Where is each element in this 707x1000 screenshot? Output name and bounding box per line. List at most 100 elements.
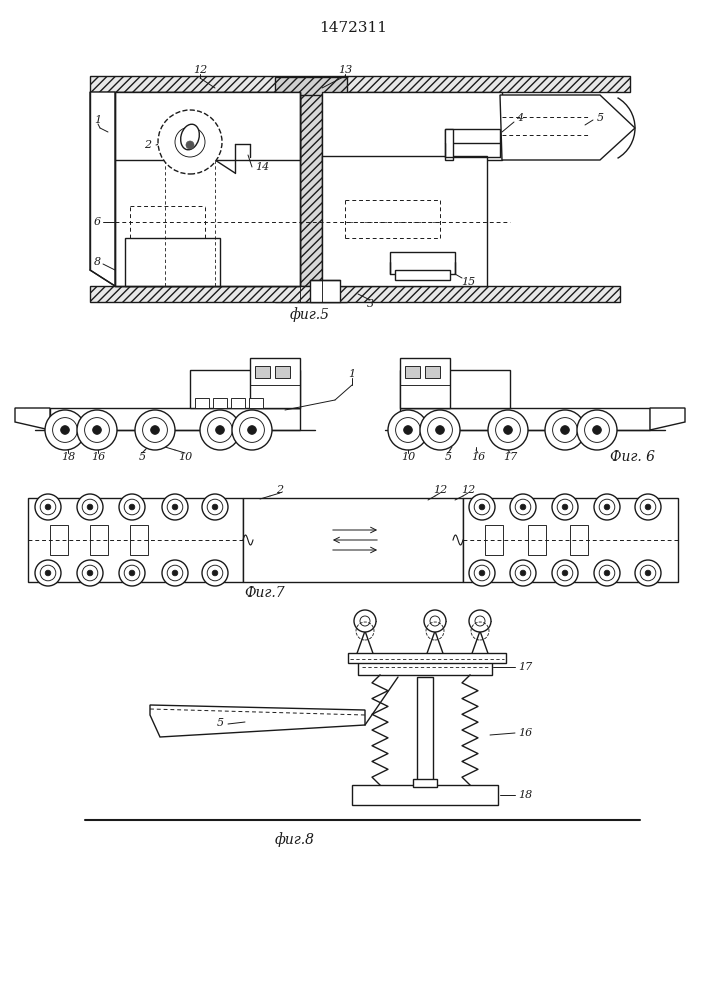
Circle shape xyxy=(436,426,445,434)
Circle shape xyxy=(208,418,233,442)
Bar xyxy=(275,286,347,302)
Bar xyxy=(275,366,290,378)
Text: 2: 2 xyxy=(144,140,151,150)
Circle shape xyxy=(469,610,491,632)
Bar xyxy=(213,398,227,408)
Circle shape xyxy=(479,504,485,510)
Text: 12: 12 xyxy=(193,65,207,75)
Circle shape xyxy=(496,418,520,442)
Circle shape xyxy=(641,565,656,581)
Circle shape xyxy=(172,570,178,576)
Circle shape xyxy=(202,494,228,520)
Circle shape xyxy=(162,494,188,520)
Circle shape xyxy=(354,610,376,632)
Circle shape xyxy=(85,418,110,442)
Circle shape xyxy=(424,610,446,632)
Circle shape xyxy=(645,504,651,510)
Circle shape xyxy=(645,570,651,576)
Bar xyxy=(249,398,263,408)
Text: 3: 3 xyxy=(366,299,373,309)
Text: 5: 5 xyxy=(597,113,604,123)
Polygon shape xyxy=(150,705,365,737)
Text: 10: 10 xyxy=(178,452,192,462)
Circle shape xyxy=(247,426,257,434)
Text: Фиг. 6: Фиг. 6 xyxy=(609,450,655,464)
Circle shape xyxy=(135,410,175,450)
Circle shape xyxy=(216,426,224,434)
Circle shape xyxy=(594,494,620,520)
Circle shape xyxy=(388,410,428,450)
Bar xyxy=(463,498,678,582)
Circle shape xyxy=(186,141,194,149)
Circle shape xyxy=(604,570,610,576)
Circle shape xyxy=(594,560,620,586)
Circle shape xyxy=(479,570,485,576)
Circle shape xyxy=(585,418,609,442)
Circle shape xyxy=(82,499,98,515)
Circle shape xyxy=(474,499,490,515)
Bar xyxy=(417,677,433,785)
Bar xyxy=(348,653,506,663)
Circle shape xyxy=(200,410,240,450)
Circle shape xyxy=(40,499,56,515)
Text: 8: 8 xyxy=(93,257,100,267)
Text: 17: 17 xyxy=(518,662,532,672)
Circle shape xyxy=(592,426,602,434)
Circle shape xyxy=(404,426,412,434)
Circle shape xyxy=(45,410,85,450)
Bar xyxy=(400,358,450,408)
Circle shape xyxy=(428,418,452,442)
Polygon shape xyxy=(500,95,635,160)
Bar xyxy=(130,525,148,555)
Text: 17: 17 xyxy=(503,452,517,462)
Bar xyxy=(405,366,420,378)
Circle shape xyxy=(553,418,578,442)
Bar xyxy=(50,408,300,430)
Bar xyxy=(115,92,300,286)
Text: 1: 1 xyxy=(349,369,356,379)
Polygon shape xyxy=(425,631,445,659)
Circle shape xyxy=(552,494,578,520)
Circle shape xyxy=(430,616,440,626)
Circle shape xyxy=(515,499,531,515)
Bar xyxy=(250,358,300,408)
Text: фиг.5: фиг.5 xyxy=(290,308,330,322)
Text: 13: 13 xyxy=(338,65,352,75)
Circle shape xyxy=(515,565,531,581)
Text: 16: 16 xyxy=(471,452,485,462)
Bar xyxy=(195,398,209,408)
Circle shape xyxy=(474,565,490,581)
Circle shape xyxy=(35,560,61,586)
Circle shape xyxy=(61,426,69,434)
Bar xyxy=(445,129,500,143)
Text: 18: 18 xyxy=(518,790,532,800)
Text: 10: 10 xyxy=(401,452,415,462)
Circle shape xyxy=(45,504,51,510)
Bar xyxy=(243,498,463,582)
Circle shape xyxy=(207,565,223,581)
Circle shape xyxy=(635,560,661,586)
Text: 2: 2 xyxy=(276,485,284,495)
Bar xyxy=(400,408,650,430)
Bar xyxy=(190,370,300,408)
Bar xyxy=(90,76,630,92)
Bar xyxy=(352,785,498,805)
Circle shape xyxy=(40,565,56,581)
Text: 12: 12 xyxy=(433,485,447,495)
Circle shape xyxy=(143,418,168,442)
Circle shape xyxy=(77,494,103,520)
Circle shape xyxy=(240,418,264,442)
Circle shape xyxy=(635,494,661,520)
Circle shape xyxy=(420,410,460,450)
Circle shape xyxy=(520,504,526,510)
Text: 12: 12 xyxy=(461,485,475,495)
Circle shape xyxy=(562,504,568,510)
Circle shape xyxy=(557,499,573,515)
Text: 15: 15 xyxy=(461,277,475,287)
Circle shape xyxy=(510,560,536,586)
Circle shape xyxy=(561,426,569,434)
Circle shape xyxy=(172,504,178,510)
Bar xyxy=(485,525,503,555)
Bar xyxy=(322,92,502,160)
Text: 6: 6 xyxy=(93,217,100,227)
